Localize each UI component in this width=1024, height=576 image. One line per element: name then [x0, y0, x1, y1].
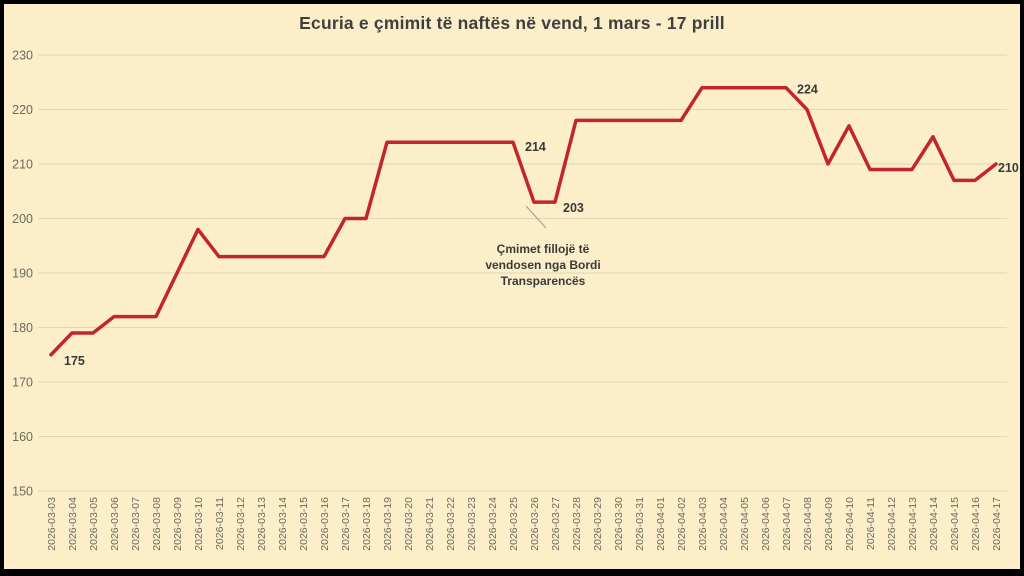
value-label: 210	[998, 161, 1019, 175]
x-tick-label: 2026-04-04	[718, 497, 730, 551]
callout-leader-line	[525, 205, 547, 229]
x-tick-label: 2026-03-27	[550, 497, 562, 551]
x-tick-label: 2026-04-06	[760, 497, 772, 551]
callout-text-line: Transparencës	[501, 274, 586, 288]
x-tick-label: 2026-03-17	[340, 497, 352, 551]
callout-annotation: Çmimet fillojë të vendosen nga Bordi Trans…	[485, 205, 601, 288]
x-tick-label: 2026-04-14	[928, 497, 940, 551]
x-tick-label: 2026-04-15	[949, 497, 961, 551]
x-tick-label: 2026-04-12	[886, 497, 898, 551]
x-tick-label: 2026-03-18	[361, 497, 373, 551]
value-label: 224	[797, 83, 818, 97]
value-labels: 175 214 203 224 210	[64, 83, 1019, 368]
x-tick-label: 2026-03-28	[571, 497, 583, 551]
x-tick-label: 2026-04-08	[802, 497, 814, 551]
x-tick-label: 2026-03-26	[529, 497, 541, 551]
x-tick-label: 2026-03-16	[319, 497, 331, 551]
y-axis-labels: 150 160 170 180 190 200 210 220 230	[12, 49, 33, 499]
y-tick-label: 190	[12, 267, 33, 281]
callout-text-line: Çmimet fillojë të	[497, 242, 590, 256]
x-tick-label: 2026-03-07	[130, 497, 142, 551]
x-tick-label: 2026-03-13	[256, 497, 268, 551]
x-tick-label: 2026-03-08	[151, 497, 163, 551]
x-tick-label: 2026-04-17	[991, 497, 1003, 551]
y-tick-label: 230	[12, 49, 33, 63]
y-tick-label: 160	[12, 430, 33, 444]
y-tick-label: 180	[12, 321, 33, 335]
x-tick-label: 2026-03-03	[46, 497, 58, 551]
x-axis-labels: 2026-03-03 2026-03-04 2026-03-05 2026-03-06…	[46, 497, 1003, 551]
x-tick-label: 2026-03-10	[193, 497, 205, 551]
y-tick-label: 210	[12, 158, 33, 172]
x-tick-label: 2026-04-10	[844, 497, 856, 551]
x-tick-label: 2026-03-25	[508, 497, 520, 551]
x-tick-label: 2026-03-30	[613, 497, 625, 551]
gridlines	[38, 54, 1007, 492]
x-tick-label: 2026-03-21	[424, 497, 436, 551]
value-label: 214	[525, 140, 546, 154]
x-tick-label: 2026-03-23	[466, 497, 478, 551]
x-tick-label: 2026-03-24	[487, 497, 499, 551]
x-tick-label: 2026-03-19	[382, 497, 394, 551]
y-tick-label: 220	[12, 103, 33, 117]
x-tick-label: 2026-03-11	[214, 497, 226, 550]
x-tick-label: 2026-03-22	[445, 497, 457, 551]
x-tick-label: 2026-03-12	[235, 497, 247, 551]
x-tick-label: 2026-03-31	[634, 497, 646, 551]
x-tick-label: 2026-04-09	[823, 497, 835, 551]
x-tick-label: 2026-03-05	[88, 497, 100, 551]
price-line	[49, 85, 998, 357]
y-tick-label: 200	[12, 212, 33, 226]
x-tick-label: 2026-04-13	[907, 497, 919, 551]
x-tick-label: 2026-03-14	[277, 497, 289, 551]
x-tick-label: 2026-03-06	[109, 497, 121, 551]
x-tick-label: 2026-04-16	[970, 497, 982, 551]
chart-title: Ecuria e çmimit të naftës në vend, 1 mar…	[299, 13, 725, 33]
x-tick-label: 2026-03-20	[403, 497, 415, 551]
x-tick-label: 2026-03-15	[298, 497, 310, 551]
value-label: 203	[563, 201, 584, 215]
x-tick-label: 2026-04-11	[865, 497, 877, 550]
value-label: 175	[64, 354, 85, 368]
callout-text-line: vendosen nga Bordi	[485, 258, 600, 272]
y-tick-label: 170	[12, 376, 33, 390]
x-tick-label: 2026-04-05	[739, 497, 751, 551]
x-tick-label: 2026-04-07	[781, 497, 793, 551]
y-tick-label: 150	[12, 485, 33, 499]
x-tick-label: 2026-04-01	[655, 497, 667, 551]
x-tick-label: 2026-03-09	[172, 497, 184, 551]
x-tick-label: 2026-04-03	[697, 497, 709, 551]
x-tick-label: 2026-03-29	[592, 497, 604, 551]
x-tick-label: 2026-03-04	[67, 497, 79, 551]
x-tick-label: 2026-04-02	[676, 497, 688, 551]
